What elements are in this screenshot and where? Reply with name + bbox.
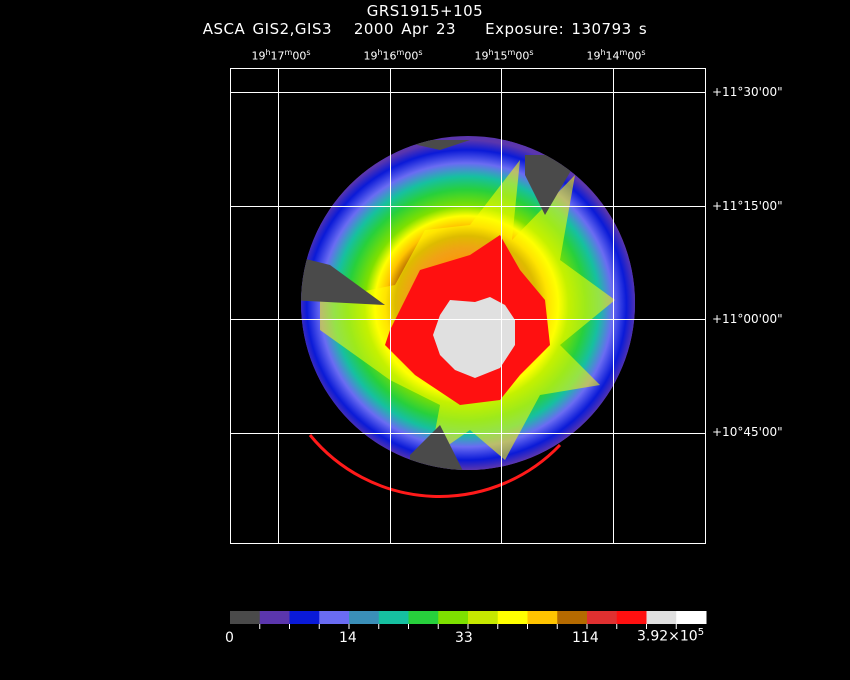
dec-label-1045: +10°45'00" [712,425,783,439]
ra-label-1914: 19h14m00s [586,48,646,63]
ra-label-1917: 19h17m00s [251,48,311,63]
dec-label-1115: +11°15'00" [712,199,783,213]
colorbar-swatch [378,611,409,624]
colorbar-swatch [289,611,320,624]
ra-label-1916: 19h16m00s [363,48,423,63]
colorbar-swatch [616,611,647,624]
dec-label-1130: +11°30'00" [712,85,783,99]
colorbar-label-max: 3.92×105 [637,627,705,645]
calibration-gap-bottom [410,425,465,470]
calibration-gap-left [301,255,385,305]
colorbar-swatch [349,611,380,624]
colorbar-swatch [587,611,618,624]
colorbar-swatch [497,611,528,624]
colorbar-swatch [527,611,558,624]
colorbar-swatch [408,611,439,624]
colorbar-swatch [259,611,290,624]
colorbar-label-114: 114 [572,630,599,646]
observation-subtitle: ASCA GIS2,GIS3 2000 Apr 23 Exposure: 130… [202,20,648,38]
detector-field [301,136,635,470]
colorbar-swatch [319,611,350,624]
image-title: GRS1915+105 [366,2,484,20]
dec-label-1100: +11°00'00" [712,312,783,326]
colorbar-swatch [676,611,707,624]
colorbar-swatch [438,611,469,624]
colorbar [230,611,707,629]
colorbar-swatch [468,611,499,624]
colorbar-label-14: 14 [339,630,357,646]
colorbar-label-0: 0 [225,630,234,646]
colorbar-swatch [557,611,588,624]
field-edge-arc [308,434,562,498]
calibration-gap-right [525,155,580,215]
plot-frame [230,68,706,544]
colorbar-label-33: 33 [455,630,473,646]
ra-label-1915: 19h15m00s [474,48,534,63]
colorbar-swatch [230,611,261,624]
core-region [433,297,515,378]
coordinate-grid [231,69,705,543]
colorbar-swatch [646,611,677,624]
